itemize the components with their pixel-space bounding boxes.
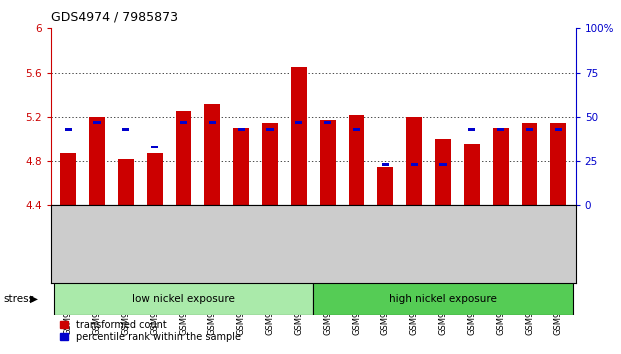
Bar [410,163,418,166]
Bar [65,128,72,131]
Bar [468,128,476,131]
Bar [526,128,533,131]
Text: low nickel exposure: low nickel exposure [132,294,235,304]
Bar [60,153,76,205]
Bar [238,128,245,131]
Bar [313,283,573,315]
Bar [118,159,134,205]
Bar [147,153,163,205]
Bar [435,139,451,205]
Bar [209,121,216,124]
Bar [94,121,101,124]
Bar [464,144,480,205]
Bar [497,128,504,131]
Bar [266,128,274,131]
Bar [296,121,302,124]
Bar [180,121,187,124]
Text: GDS4974 / 7985873: GDS4974 / 7985873 [51,11,178,24]
Bar [550,124,566,205]
Legend: transformed count, percentile rank within the sample: transformed count, percentile rank withi… [56,316,245,346]
Bar [353,128,360,131]
Bar [176,111,191,205]
Bar [493,128,509,205]
Bar [348,115,365,205]
Bar [151,145,158,148]
Bar [382,163,389,166]
Text: high nickel exposure: high nickel exposure [389,294,497,304]
Bar [320,120,335,205]
Bar [122,128,129,131]
Bar [406,117,422,205]
Bar [204,104,220,205]
Bar [262,124,278,205]
Bar [522,124,537,205]
Bar [54,283,313,315]
Bar [291,67,307,205]
Text: ▶: ▶ [30,294,38,304]
Bar [555,128,562,131]
Bar [440,163,446,166]
Text: stress: stress [3,294,34,304]
Bar [378,167,393,205]
Bar [89,117,105,205]
Bar [324,121,331,124]
Bar [233,128,249,205]
